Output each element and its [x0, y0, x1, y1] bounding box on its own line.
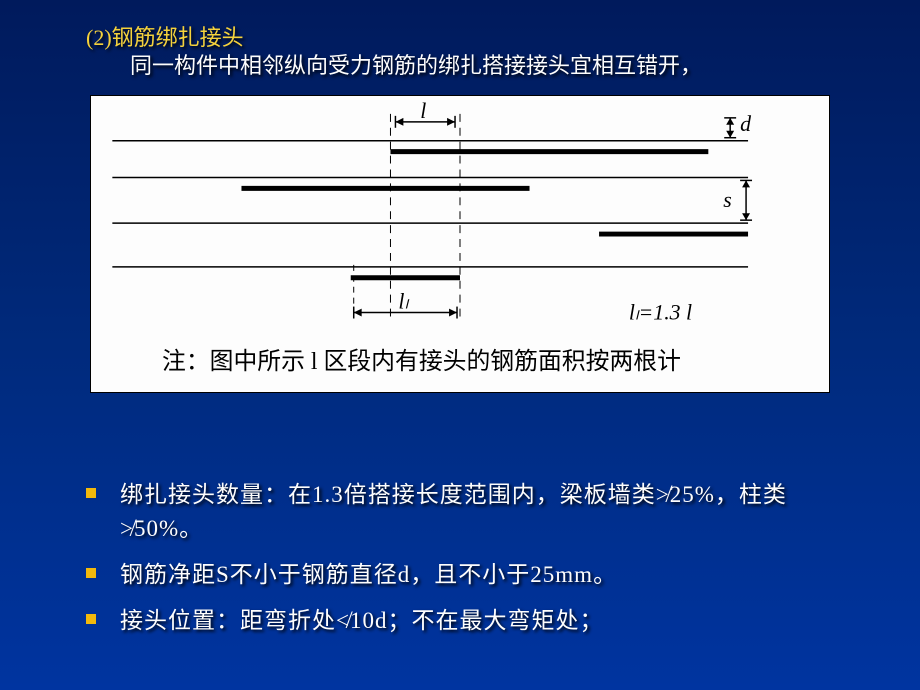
svg-text:lₗ: lₗ	[398, 290, 409, 314]
svg-text:s: s	[723, 188, 732, 212]
list-item: 接头位置：距弯折处≮10d；不在最大弯矩处；	[86, 604, 866, 638]
bullet-text: 钢筋净距S不小于钢筋直径d，且不小于25mm。	[120, 558, 617, 592]
list-item: 钢筋净距S不小于钢筋直径d，且不小于25mm。	[86, 558, 866, 592]
bullet-list: 绑扎接头数量：在1.3倍搭接长度范围内，梁板墙类≯25%，柱类≯50%。 钢筋净…	[86, 478, 866, 650]
svg-text:lₗ=1.3 l: lₗ=1.3 l	[629, 300, 692, 324]
bullet-icon	[86, 488, 96, 498]
bullet-text: 绑扎接头数量：在1.3倍搭接长度范围内，梁板墙类≯25%，柱类≯50%。	[120, 478, 866, 546]
svg-text:注：图中所示 l 区段内有接头的钢筋面积按两根计: 注：图中所示 l 区段内有接头的钢筋面积按两根计	[162, 348, 681, 375]
svg-text:d: d	[740, 112, 751, 136]
svg-text:l: l	[420, 99, 426, 123]
rebar-splice-diagram: l lₗ d s lₗ=1.3 l 注：图中所示 l 区段内有接头的钢筋面积按两根计	[90, 95, 830, 393]
list-item: 绑扎接头数量：在1.3倍搭接长度范围内，梁板墙类≯25%，柱类≯50%。	[86, 478, 866, 546]
heading-line2: 同一构件中相邻纵向受力钢筋的绑扎搭接接头宜相互错开，	[130, 48, 702, 80]
bullet-text: 接头位置：距弯折处≮10d；不在最大弯矩处；	[120, 604, 603, 638]
diagram-svg: l lₗ d s lₗ=1.3 l 注：图中所示 l 区段内有接头的钢筋面积按两根计	[91, 96, 829, 392]
bullet-icon	[86, 568, 96, 578]
bullet-icon	[86, 614, 96, 624]
